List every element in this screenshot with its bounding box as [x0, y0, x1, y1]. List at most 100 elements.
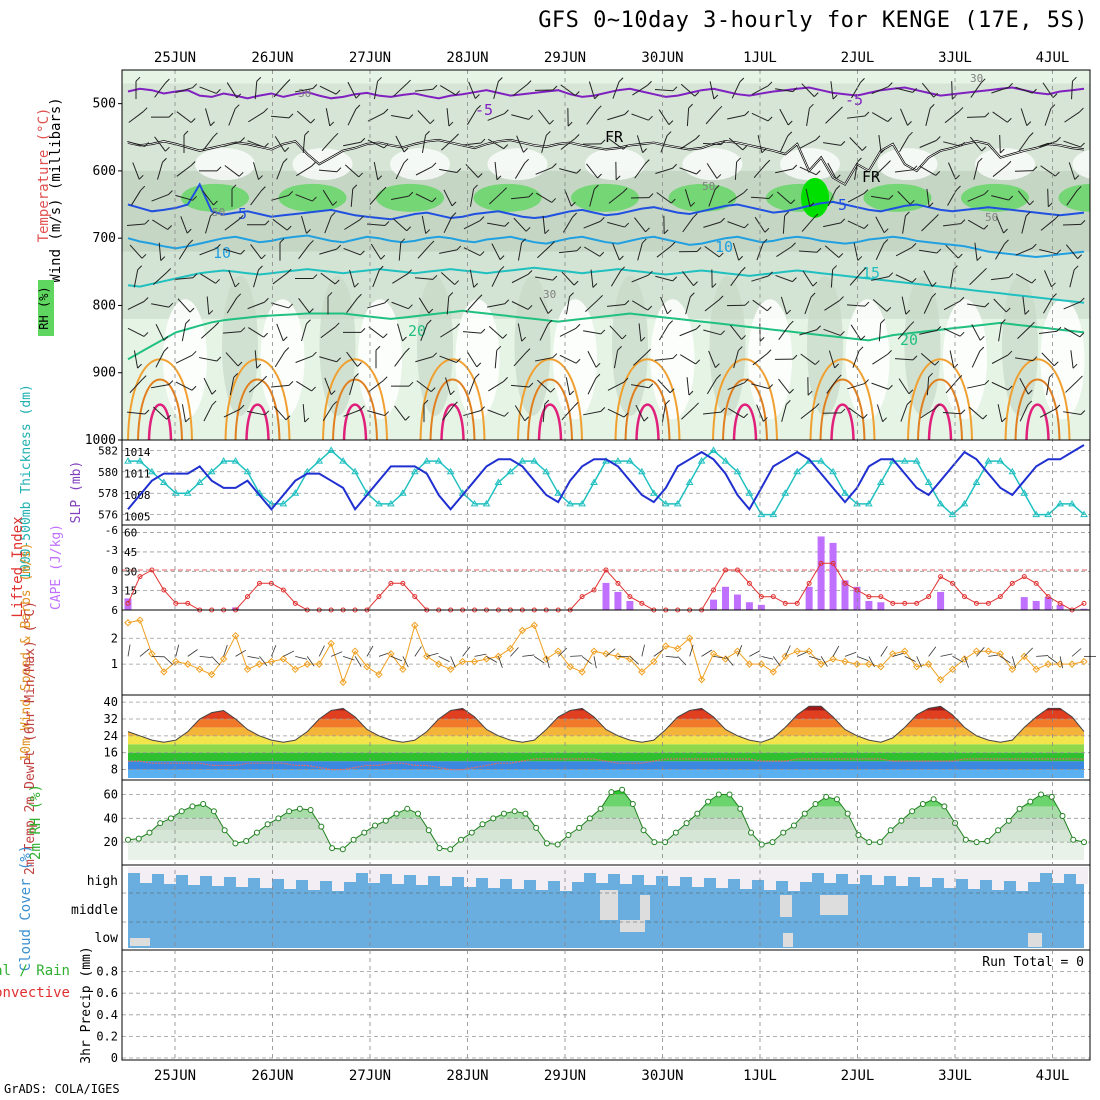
cape-bar: [614, 591, 622, 610]
tick-label-rh2m: 20: [104, 835, 118, 849]
wind-barb: [1014, 170, 1034, 172]
wind-barb: [247, 140, 265, 148]
thickness-point: [697, 457, 706, 464]
wind-barb-flag: [646, 348, 651, 354]
cloud-gap-high: [632, 867, 644, 875]
wind-barb-flag: [236, 93, 242, 99]
temp-contour-30: [429, 378, 476, 440]
wind-speed-point: [136, 616, 144, 624]
wind-barb-flag: [456, 168, 462, 173]
wind-barb: [320, 326, 336, 339]
wind-barb-flag: [477, 294, 483, 300]
wind-barb: [130, 189, 142, 206]
cape-bar: [626, 600, 634, 610]
wind-barb-flag: [1056, 136, 1061, 142]
cloud-gap-high: [908, 867, 920, 877]
wind-barb: [851, 82, 861, 99]
cloud-gap-low: [1028, 933, 1042, 947]
wind-barb-flag: [233, 372, 239, 378]
lifted-index-point: [973, 600, 979, 606]
wind-barb-flag: [190, 118, 196, 123]
wind10m-barb: [581, 656, 592, 665]
temp-contour-25: [224, 358, 291, 440]
wind-barb-flag: [473, 184, 478, 190]
rh2m-point: [339, 846, 346, 853]
wind-barb: [799, 166, 817, 176]
wind-barb-flag: [624, 110, 629, 115]
wind-barb: [823, 142, 841, 146]
thickness-point: [757, 510, 766, 518]
wind-barb: [368, 380, 384, 392]
wind-barb: [175, 381, 193, 391]
rh2m-band: [128, 842, 1084, 860]
wind-barb-flag: [425, 229, 431, 234]
wind-barb: [636, 135, 644, 153]
lifted-index-point: [938, 574, 944, 580]
cloud-gap-high: [368, 867, 380, 883]
wind-barb: [895, 169, 913, 173]
rh-moist-patch: [473, 183, 542, 212]
wind-speed-point: [124, 619, 132, 627]
wind-barb-flag: [912, 355, 918, 361]
wind-barb: [176, 111, 192, 123]
cloud-gap-high: [896, 867, 908, 886]
wind-barb-flag: [935, 136, 941, 141]
precip-ylabel: 3hr Precip (mm): [79, 946, 94, 1063]
rh2m-point: [823, 793, 830, 800]
wind-barb: [586, 163, 598, 179]
tick-label-pressure: 700: [93, 231, 116, 246]
cloud-gap-high: [692, 867, 704, 887]
wind-barb: [205, 215, 211, 234]
cloud-gap-high: [608, 867, 620, 874]
wind-speed-point: [1068, 660, 1076, 668]
wind10m-barb: [641, 644, 645, 657]
wind-barb: [608, 138, 624, 150]
rh2m-point: [887, 827, 894, 834]
wind-barb: [968, 406, 984, 420]
wind-barb-flag: [572, 212, 577, 218]
wind-barb-flag: [380, 254, 386, 260]
cloud-gap-high: [476, 867, 488, 878]
wind-barb-flag: [137, 265, 143, 271]
wind10m-barb: [976, 647, 985, 657]
wind-barb-flag: [451, 212, 457, 217]
wind-barb: [155, 324, 165, 341]
wind-barb-flag: [980, 78, 986, 84]
cloud-gap-high: [1064, 867, 1076, 874]
wind10m-barb: [402, 656, 409, 668]
cloud-gap-high: [140, 867, 152, 883]
wind-barb: [1065, 379, 1079, 393]
temp2m-ylabel: 2m Temp 2m DewPt (6hr Min/Max) (°C): [23, 601, 38, 875]
wind10m-barb: [737, 645, 743, 657]
wind-barb: [511, 114, 529, 120]
wind-barb-flag: [1027, 389, 1033, 395]
wind-barb: [778, 378, 790, 394]
wind-barb-flag: [694, 402, 699, 408]
tick-label-thickness: 578: [98, 487, 118, 500]
wind-barb-flag: [288, 113, 294, 119]
wind-barb-flag: [812, 281, 818, 287]
tick-label-precip: 0.2: [96, 1029, 118, 1043]
wind-barb: [223, 248, 241, 255]
wind-barb: [1046, 377, 1050, 396]
cloud-gap-high: [500, 867, 512, 879]
wind-barb: [875, 216, 885, 233]
wind-barb: [535, 167, 553, 175]
wind-barb: [607, 408, 625, 418]
wind-barb: [202, 136, 214, 152]
wind10m-barb: [163, 656, 173, 665]
wind-barb: [203, 377, 213, 395]
lifted-index-point: [902, 600, 908, 606]
tick-label-li: -3: [105, 544, 118, 557]
thickness-point: [829, 467, 837, 475]
wind-barb: [873, 164, 887, 178]
wind-barb-flag: [857, 157, 862, 163]
rh-moist-patch: [278, 183, 347, 212]
wind-speed-point: [757, 660, 766, 668]
thickness-point: [207, 467, 216, 475]
wind-barb-flag: [738, 255, 743, 261]
wind-barb-flag: [672, 353, 678, 359]
wind-barb: [153, 406, 167, 420]
wind-barb-flag: [211, 400, 217, 406]
cloud-gap-middle: [600, 890, 618, 920]
